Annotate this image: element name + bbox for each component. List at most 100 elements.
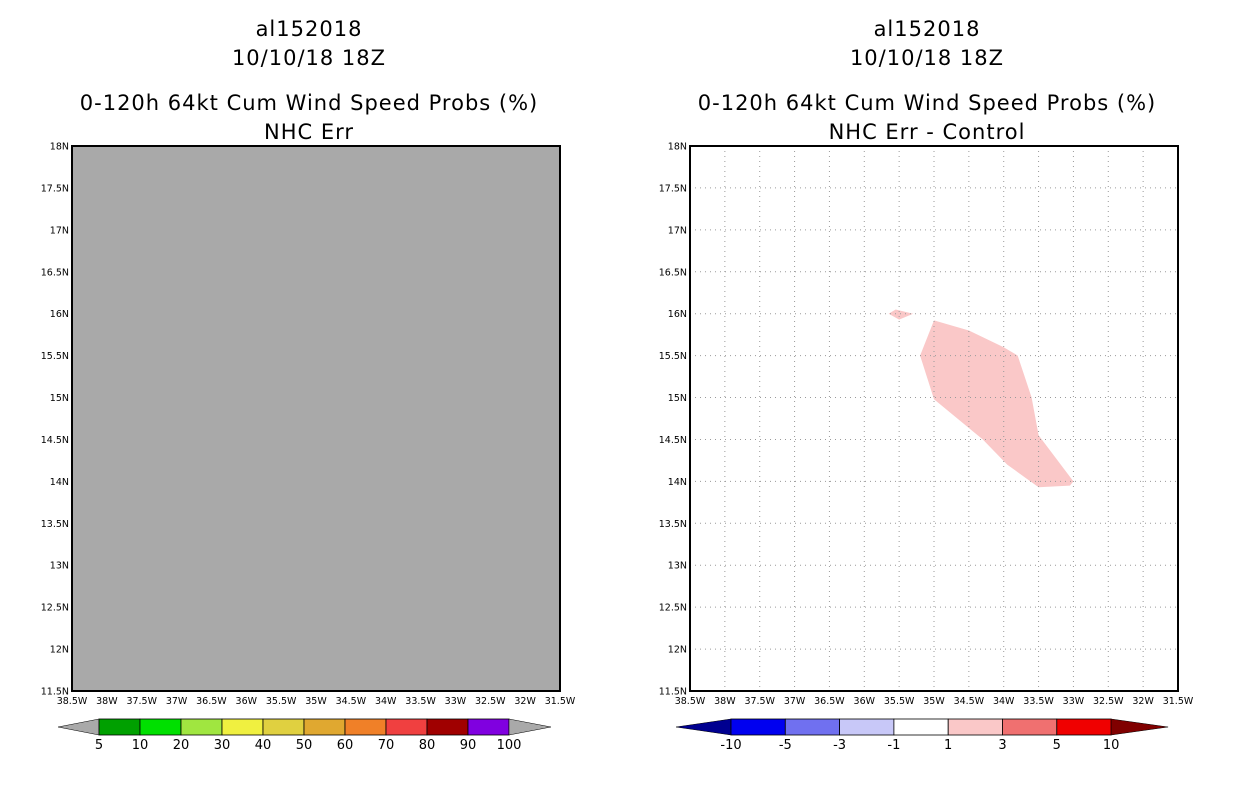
lon-tick-label: 38W: [96, 696, 118, 707]
probability-contour-0: [888, 309, 914, 320]
lon-tick-label: 31.5W: [545, 696, 576, 707]
colorbar-swatch: [303, 718, 346, 736]
lon-tick-label: 34W: [375, 696, 397, 707]
colorbar-swatch: [180, 718, 223, 736]
colorbar-label: 90: [460, 738, 477, 753]
colorbar-label: 20: [173, 738, 190, 753]
colorbar-label: -5: [779, 738, 792, 753]
plot-fill: [690, 146, 1178, 691]
lat-tick-label: 16N: [50, 309, 69, 320]
lat-tick-label: 12N: [668, 645, 687, 656]
colorbar-label: 70: [378, 738, 395, 753]
lat-tick-label: 11.5N: [41, 687, 69, 698]
lat-tick-label: 14N: [668, 477, 687, 488]
lon-tick-label: 38W: [714, 696, 736, 707]
colorbar-arrow-right: [508, 718, 552, 736]
map-frame: [689, 145, 1179, 692]
lat-tick-label: 13N: [50, 561, 69, 572]
lat-tick-label: 17.5N: [41, 183, 69, 194]
product-title: 0-120h 64kt Cum Wind Speed Probs (%): [697, 91, 1157, 115]
panel-nhc-err: al152018 10/10/18 18Z 0-120h 64kt Cum Wi…: [41, 17, 576, 754]
lat-tick-label: 12N: [50, 645, 69, 656]
colorbar-swatch: [344, 718, 387, 736]
colorbar-label: 5: [95, 738, 103, 753]
lon-tick-label: 36W: [854, 696, 876, 707]
lat-tick-label: 12.5N: [659, 603, 687, 614]
lon-tick-label: 35.5W: [884, 696, 915, 707]
storm-id-title: al152018: [873, 17, 981, 41]
colorbar-label: 40: [255, 738, 272, 753]
lon-tick-label: 33W: [445, 696, 467, 707]
lon-tick-label: 37.5W: [744, 696, 775, 707]
lat-tick-label: 17N: [668, 225, 687, 236]
lat-tick-label: 15N: [50, 393, 69, 404]
panel-nhc-err-control: al152018 10/10/18 18Z 0-120h 64kt Cum Wi…: [618, 0, 1236, 800]
lon-tick-label: 32W: [1132, 696, 1154, 707]
lon-tick-label: 32.5W: [475, 696, 506, 707]
colorbar-label: 60: [337, 738, 354, 753]
colorbar-label: 10: [1103, 738, 1120, 753]
lon-tick-label: 35.5W: [266, 696, 297, 707]
colorbar-label: 10: [132, 738, 149, 753]
lon-tick-label: 32.5W: [1093, 696, 1124, 707]
lat-tick-label: 17.5N: [659, 183, 687, 194]
colorbar-label: -10: [720, 738, 741, 753]
lon-tick-label: 36.5W: [196, 696, 227, 707]
colorbar-label: 80: [419, 738, 436, 753]
lat-tick-label: 11.5N: [659, 687, 687, 698]
colorbar-swatch: [1056, 718, 1112, 736]
subtitle: NHC Err: [263, 120, 354, 144]
lon-tick-label: 37W: [784, 696, 806, 707]
probability-contour-1: [920, 320, 1074, 488]
lat-tick-label: 17N: [50, 225, 69, 236]
lon-tick-label: 33.5W: [1023, 696, 1054, 707]
colorbar-swatch: [139, 718, 182, 736]
storm-id-title: al152018: [255, 17, 363, 41]
lat-tick-label: 15.5N: [41, 351, 69, 362]
lon-tick-label: 34.5W: [336, 696, 367, 707]
lat-tick-label: 13.5N: [41, 519, 69, 530]
colorbar: -10 -5 -3 -1 1 3 5 10: [675, 718, 1169, 753]
lat-tick-label: 13N: [668, 561, 687, 572]
lat-tick-label: 14N: [50, 477, 69, 488]
colorbar-label: 5: [1053, 738, 1061, 753]
datetime-title: 10/10/18 18Z: [231, 46, 387, 70]
colorbar-arrow-right: [1110, 718, 1169, 736]
lon-tick-label: 33.5W: [405, 696, 436, 707]
colorbar-label: 30: [214, 738, 231, 753]
product-title: 0-120h 64kt Cum Wind Speed Probs (%): [79, 91, 539, 115]
lon-tick-label: 32W: [514, 696, 536, 707]
lat-tick-label: 16N: [668, 309, 687, 320]
lon-tick-label: 31.5W: [1163, 696, 1194, 707]
colorbar-swatch: [1002, 718, 1058, 736]
lat-tick-label: 18N: [668, 142, 687, 153]
colorbar-label: 1: [944, 738, 952, 753]
colorbar-swatch: [98, 718, 141, 736]
colorbar-swatch: [426, 718, 469, 736]
lon-tick-label: 34W: [993, 696, 1015, 707]
lat-tick-label: 14.5N: [659, 435, 687, 446]
lon-tick-label: 36W: [236, 696, 258, 707]
lon-tick-label: 37.5W: [126, 696, 157, 707]
colorbar-swatch: [467, 718, 510, 736]
lon-tick-label: 38.5W: [675, 696, 706, 707]
colorbar-swatch: [784, 718, 841, 736]
colorbar-swatch: [893, 718, 949, 736]
colorbar-arrow-left: [57, 718, 100, 736]
colorbar-swatch: [839, 718, 895, 736]
lon-tick-label: 38.5W: [57, 696, 88, 707]
map-plot-nhc-err: 11.5N 12N 12.5N 13N 13.5N 14N 14.5N 15N 15.5N 16N…: [41, 142, 576, 754]
lon-tick-label: 36.5W: [814, 696, 845, 707]
colorbar-swatch: [385, 718, 428, 736]
colorbar-label: 3: [998, 738, 1006, 753]
lon-tick-label: 34.5W: [954, 696, 985, 707]
lat-tick-label: 12.5N: [41, 603, 69, 614]
lon-tick-label: 35W: [923, 696, 945, 707]
map-frame: [71, 145, 561, 692]
colorbar-swatch: [947, 718, 1003, 736]
lat-tick-label: 13.5N: [659, 519, 687, 530]
subtitle: NHC Err - Control: [828, 120, 1026, 144]
lat-tick-label: 15.5N: [659, 351, 687, 362]
lon-tick-label: 37W: [166, 696, 188, 707]
map-plot-nhc-err-control: 11.5N 12N 12.5N 13N 13.5N 14N 14.5N 15N 15.5N 16N…: [659, 142, 1194, 754]
